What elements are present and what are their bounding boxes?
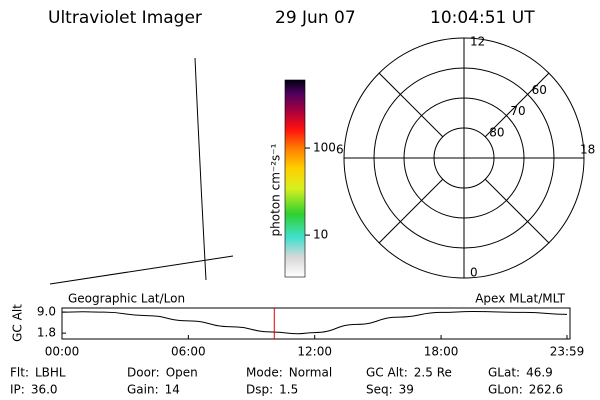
status-value: Open <box>166 366 198 380</box>
status-value: 262.6 <box>529 383 563 397</box>
polar-ring-label: 70 <box>510 104 525 118</box>
status-value: 46.9 <box>526 366 553 380</box>
title: Ultraviolet Imager <box>48 8 202 28</box>
status-label: Mode: <box>246 366 283 380</box>
status-value: 39 <box>399 383 414 397</box>
y-axis-label: GC Alt <box>11 304 25 342</box>
status-label: GC Alt: <box>366 366 408 380</box>
polar-mlt-label: 0 <box>470 266 478 280</box>
colorbar <box>284 79 306 278</box>
colorbar-tick-label: 100 <box>313 141 336 155</box>
altitude-line <box>61 311 568 335</box>
x-tick-label: 00:00 <box>45 345 80 359</box>
plot-frame <box>61 307 571 340</box>
status-label: GLat: <box>488 366 520 380</box>
y-tick-label: 1.8 <box>37 326 56 340</box>
polar-spoke <box>484 72 550 138</box>
x-tick-label: 23:59 <box>550 345 585 359</box>
polar-ring-label: 60 <box>532 83 547 97</box>
status-label: GLon: <box>488 383 523 397</box>
status-label: Door: <box>127 366 160 380</box>
status-value: 1.5 <box>279 383 298 397</box>
x-tick-label: 06:00 <box>171 345 206 359</box>
x-tick-label: 12:00 <box>297 345 332 359</box>
status-value: 14 <box>165 383 180 397</box>
status-value: 2.5 Re <box>414 366 452 380</box>
right-label: Apex MLat/MLT <box>475 292 565 306</box>
colorbar-label: photon cm⁻²s⁻¹ <box>269 143 283 236</box>
status-value: 36.0 <box>31 383 58 397</box>
status-label: Gain: <box>127 383 159 397</box>
status-label: IP: <box>10 383 25 397</box>
geo-line <box>194 57 207 281</box>
polar-mlt-label: 18 <box>580 143 595 157</box>
status-value: Normal <box>289 366 332 380</box>
polar-spoke <box>378 72 444 138</box>
polar-ring-label: 80 <box>489 125 504 139</box>
time: 10:04:51 UT <box>430 8 535 28</box>
status-value: LBHL <box>35 366 66 380</box>
left-label: Geographic Lat/Lon <box>68 292 185 306</box>
geo-line <box>49 255 234 285</box>
status-label: Seq: <box>366 383 393 397</box>
polar-spoke <box>378 178 444 244</box>
status-label: Dsp: <box>246 383 273 397</box>
polar-mlt-label: 6 <box>336 143 344 157</box>
polar-mlt-label: 12 <box>470 35 485 49</box>
colorbar-tick-label: 10 <box>313 228 328 242</box>
date: 29 Jun 07 <box>275 8 356 28</box>
x-tick-label: 18:00 <box>424 345 459 359</box>
y-tick-label: 9.0 <box>37 305 56 319</box>
status-label: Flt: <box>10 366 29 380</box>
polar-spoke <box>484 178 550 244</box>
